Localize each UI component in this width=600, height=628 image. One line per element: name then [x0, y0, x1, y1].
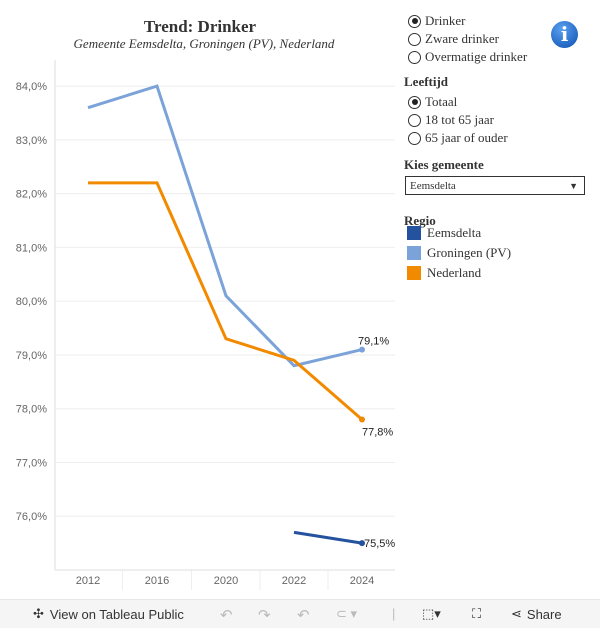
age-option-label: Totaal — [425, 94, 458, 109]
share-button[interactable]: ⋖ Share — [511, 606, 562, 622]
legend-swatch — [407, 226, 421, 240]
legend-label: Groningen (PV) — [427, 245, 512, 260]
measure-option-label: Overmatige drinker — [425, 49, 528, 64]
redo-icon[interactable]: ↷ — [258, 607, 271, 624]
toolbar: ✣ View on Tableau Public ↶ ↷ ↶ ⊂ ▾ | ⬚▾ … — [0, 599, 600, 628]
age-radio[interactable]: 65 jaar of ouder — [404, 129, 594, 147]
chart-subtitle: Gemeente Eemsdelta, Groningen (PV), Nede… — [73, 36, 335, 51]
legend-label: Eemsdelta — [427, 225, 482, 240]
y-tick-label: 79,0% — [16, 350, 47, 362]
legend-item[interactable]: Groningen (PV) — [404, 243, 594, 263]
end-point — [359, 346, 365, 353]
share-icon: ⋖ — [511, 606, 522, 621]
x-tick-label: 2020 — [214, 575, 238, 587]
data-label: 77,8% — [362, 426, 393, 438]
age-option-label: 65 jaar of ouder — [425, 130, 508, 145]
y-tick-label: 80,0% — [16, 296, 47, 308]
y-tick-label: 84,0% — [16, 81, 47, 93]
divider: | — [392, 606, 396, 621]
info-icon[interactable]: i — [551, 21, 578, 48]
municipality-label: Kies gemeente — [404, 157, 484, 172]
download-icon[interactable]: ⬚▾ — [422, 606, 441, 621]
legend-swatch — [407, 266, 421, 280]
legend-label: Nederland — [427, 265, 482, 280]
x-tick-label: 2012 — [76, 575, 100, 587]
measure-radio[interactable]: Drinker — [404, 12, 594, 30]
filter-panel: Drinker Zware drinker Overmatige drinker L… — [404, 12, 594, 283]
radio-circle-icon — [408, 131, 421, 145]
x-tick-label: 2022 — [282, 575, 306, 587]
radio-circle-icon — [408, 14, 421, 28]
y-tick-label: 78,0% — [16, 404, 47, 416]
line-chart: 76,0% 77,0% 78,0% 79,0% 80,0% 81,0% 82,0% 83,0%… — [16, 60, 395, 590]
series-line — [293, 530, 363, 545]
x-tick-label: 2024 — [350, 575, 374, 587]
age-radio[interactable]: 18 tot 65 jaar — [404, 111, 594, 129]
legend-title: Regio — [404, 213, 436, 228]
end-point — [359, 416, 365, 423]
undo-icon[interactable]: ↶ — [220, 607, 233, 624]
legend-item[interactable]: Nederland — [404, 263, 594, 283]
age-radio[interactable]: Totaal — [404, 93, 594, 111]
age-label: Leeftijd — [404, 74, 449, 89]
series-line — [87, 84, 363, 368]
y-tick-label: 77,0% — [16, 457, 47, 469]
measure-radio[interactable]: Zware drinker — [404, 30, 594, 48]
municipality-value: Eemsdelta — [410, 179, 456, 192]
refresh-icon[interactable]: ⊂ ▾ — [336, 606, 358, 621]
y-tick-label: 82,0% — [16, 189, 47, 201]
radio-circle-icon — [408, 95, 421, 109]
measure-option-label: Drinker — [425, 13, 466, 28]
y-tick-label: 76,0% — [16, 511, 47, 523]
measure-option-label: Zware drinker — [425, 31, 499, 46]
data-label: 79,1% — [358, 336, 389, 348]
share-label: Share — [526, 606, 562, 622]
y-tick-label: 83,0% — [16, 135, 47, 147]
series-line — [88, 181, 363, 421]
y-tick-label: 81,0% — [16, 242, 47, 254]
end-point — [359, 540, 365, 547]
tableau-logo-icon: ✣ — [33, 606, 44, 621]
legend-swatch — [407, 246, 421, 260]
legend-item[interactable]: Eemsdelta — [404, 223, 594, 243]
radio-circle-icon — [408, 113, 421, 127]
chevron-down-icon: ▼ — [569, 180, 578, 191]
age-option-label: 18 tot 65 jaar — [425, 112, 494, 127]
view-on-tableau-button[interactable]: ✣ View on Tableau Public — [33, 606, 184, 622]
data-label: 75,5% — [364, 538, 395, 550]
municipality-dropdown[interactable]: Eemsdelta ▼ — [405, 176, 585, 195]
fullscreen-icon[interactable]: ⛶ — [472, 606, 482, 621]
radio-circle-icon — [408, 32, 421, 46]
radio-circle-icon — [408, 50, 421, 64]
chart-title: Trend: Drinker — [143, 17, 257, 36]
measure-radio[interactable]: Overmatige drinker — [404, 48, 594, 66]
view-label: View on Tableau Public — [49, 606, 184, 622]
x-tick-label: 2016 — [145, 575, 169, 587]
revert-icon[interactable]: ↶ — [297, 607, 310, 624]
